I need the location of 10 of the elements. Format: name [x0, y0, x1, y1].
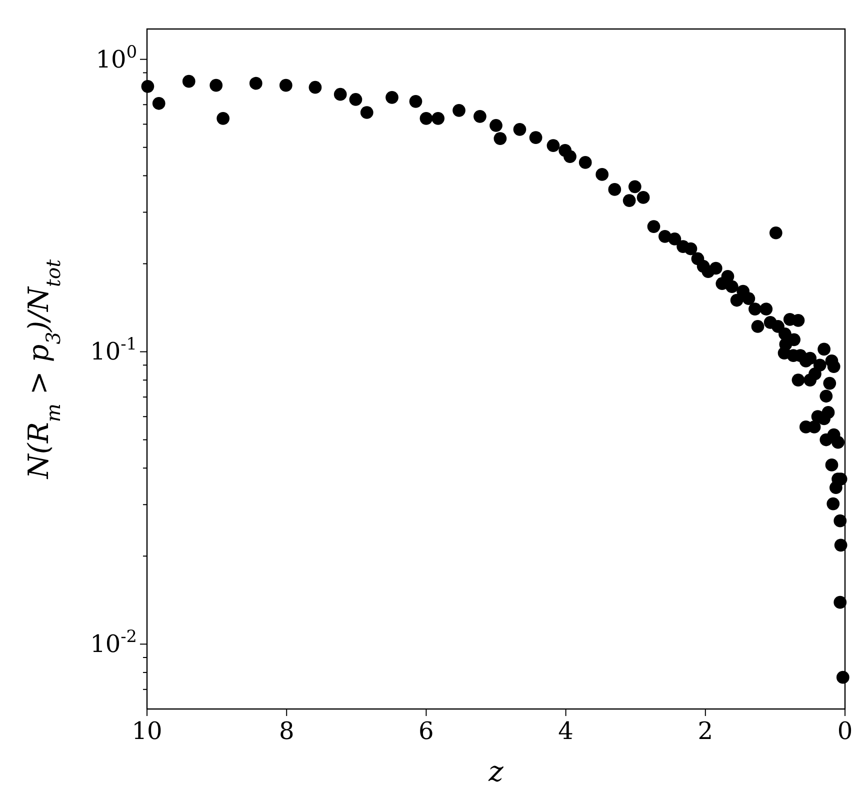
y-tick-label: 10$^{0}$ [96, 41, 137, 74]
y-tick-label: 10$^{-1}$ [90, 334, 137, 366]
x-tick-label: 0 [837, 717, 853, 745]
y-tick-label: 10$^{-2}$ [90, 626, 137, 658]
x-tick-label: 2 [698, 717, 714, 745]
x-tick-label: 6 [418, 717, 434, 745]
x-tick-label: 10 [132, 717, 162, 745]
x-tick-label: 4 [558, 717, 574, 745]
x-axis-title: z [488, 755, 504, 788]
x-tick-label: 8 [278, 717, 294, 745]
